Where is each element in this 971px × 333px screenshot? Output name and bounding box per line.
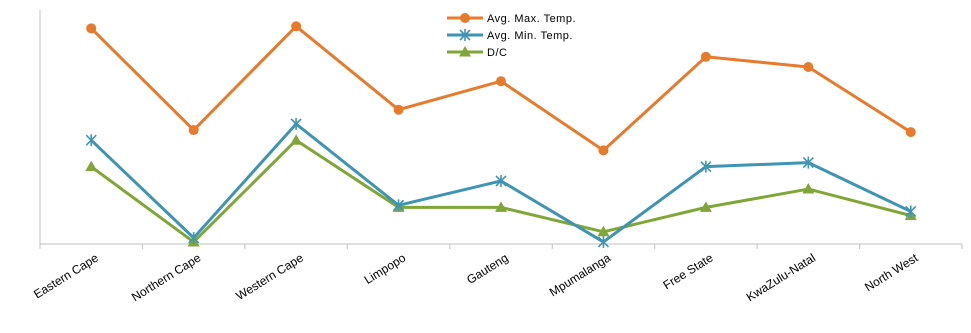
data-point-avg-min-temp xyxy=(700,160,712,173)
data-point-avg-max-temp xyxy=(905,127,916,138)
data-point-d-c xyxy=(85,160,98,172)
x-tick-label: Mpumalanga xyxy=(547,250,614,299)
data-point-avg-min-temp xyxy=(290,117,302,130)
data-point-avg-min-temp xyxy=(802,156,814,169)
x-axis-ticks xyxy=(39,244,963,249)
data-point-avg-max-temp xyxy=(188,125,199,136)
data-point-d-c xyxy=(802,183,815,194)
series-line-d-c xyxy=(90,138,912,244)
x-tick-label: Free State xyxy=(661,251,716,293)
data-point-avg-max-temp xyxy=(700,51,711,62)
legend-marker xyxy=(460,13,470,23)
data-point-avg-max-temp xyxy=(598,145,609,156)
x-tick-label: KwaZulu-Natal xyxy=(744,251,818,305)
series-layer xyxy=(85,21,917,248)
x-axis-labels: Eastern Cape Northern Cape Western Cape Lim… xyxy=(31,250,921,304)
x-tick-label: Eastern Cape xyxy=(31,251,101,302)
x-tick-label: Northern Cape xyxy=(129,251,203,305)
data-point-avg-max-temp xyxy=(86,23,97,34)
x-tick-label: North West xyxy=(862,250,921,294)
data-point-avg-max-temp xyxy=(393,104,404,115)
data-point-d-c xyxy=(495,201,507,212)
data-point-d-c xyxy=(699,201,712,212)
data-point-d-c xyxy=(290,134,303,145)
legend-label: Avg. Min. Temp. xyxy=(487,30,573,42)
x-tick-label: Limpopo xyxy=(362,250,409,286)
legend-item-avg-min-temp: Avg. Min. Temp. xyxy=(447,29,573,42)
series-avg-max-temp xyxy=(86,21,916,156)
x-tick-label: Gauteng xyxy=(464,251,510,287)
data-point-avg-min-temp xyxy=(85,134,97,147)
data-point-avg-min-temp xyxy=(905,205,917,218)
data-point-avg-min-temp xyxy=(597,235,610,248)
legend-marker xyxy=(459,29,471,41)
series-avg-min-temp xyxy=(85,117,917,248)
data-point-avg-max-temp xyxy=(291,21,302,32)
legend-label: D/C xyxy=(487,47,507,59)
data-point-avg-min-temp xyxy=(188,231,200,244)
legend-item-d-c: D/C xyxy=(447,46,507,59)
series-line-avg-max-temp xyxy=(90,24,912,152)
x-tick-label: Western Cape xyxy=(233,250,306,303)
legend-marker xyxy=(459,46,471,57)
data-point-d-c xyxy=(597,225,610,237)
data-point-avg-max-temp xyxy=(803,61,814,72)
legend-label: Avg. Max. Temp. xyxy=(487,13,576,25)
legend-item-avg-max-temp: Avg. Max. Temp. xyxy=(447,13,576,25)
legend: Avg. Max. Temp. Avg. Min. Temp. D/C xyxy=(447,13,576,59)
data-point-avg-max-temp xyxy=(496,76,506,87)
data-point-avg-min-temp xyxy=(392,199,405,212)
series-d-c xyxy=(85,134,917,247)
data-point-avg-min-temp xyxy=(495,174,507,187)
